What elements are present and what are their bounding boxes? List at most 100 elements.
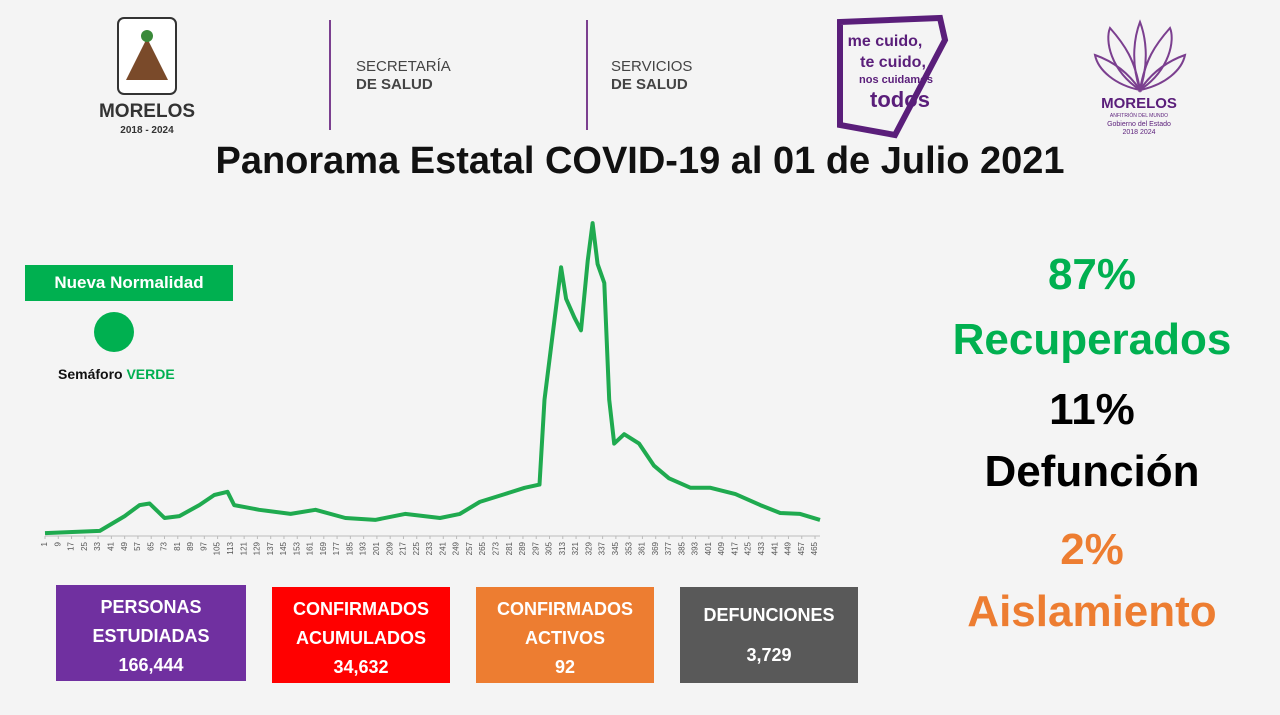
x-tick-label: 281 [505,541,514,555]
x-tick-label: 353 [624,541,633,555]
x-tick-label: 9 [53,541,62,546]
x-tick-label: 185 [345,541,354,555]
logo-text: SERVICIOS [611,58,692,75]
semaforo-color: VERDE [126,366,175,382]
semaforo-label: Semáforo [58,366,123,382]
logo-text: Gobierno del Estado [1107,121,1171,128]
x-tick-label: 265 [478,541,487,555]
logo-text: 2018 2024 [1122,129,1155,136]
logo-text: SECRETARÍA [356,58,451,75]
x-tick-label: 129 [253,541,262,555]
stat-value: 11% [1049,385,1135,434]
x-tick-label: 273 [492,541,501,555]
x-tick-label: 169 [319,541,328,555]
x-tick-label: 225 [412,541,421,555]
x-tick-label: 409 [717,541,726,555]
x-tick-label: 209 [385,541,394,555]
line-series [44,221,821,536]
x-tick-label: 393 [691,541,700,555]
x-tick-label: 73 [160,541,169,550]
x-tick-label: 113 [226,541,235,554]
x-tick-label: 329 [584,541,593,555]
x-tick-label: 321 [571,541,580,555]
title: Panorama Estatal COVID-19 al 01 de Julio… [215,140,1065,182]
x-tick-label: 337 [598,541,607,555]
logo-text: ANFITRIÓN DEL MUNDO [1110,112,1168,119]
logo-text: todos [870,87,930,112]
box-label: PERSONAS ESTUDIADAS [92,597,210,646]
x-tick-label: 121 [239,541,248,555]
x-tick-label: 233 [425,541,434,555]
box-value: 92 [554,657,576,677]
x-tick-label: 97 [199,541,208,550]
stat-value: 2% [1060,525,1124,574]
x-tick-label: 81 [173,541,182,550]
x-tick-label: 105 [213,541,222,555]
stat-box: PERSONAS ESTUDIADAS 166,444 [56,585,246,681]
x-tick-label: 297 [531,541,540,555]
x-tick-label: 401 [704,541,713,555]
logo-frame [837,14,949,139]
x-tick-label: 449 [784,541,793,555]
x-tick-label: 145 [279,541,288,555]
logo-text: DE SALUD [611,76,688,93]
x-tick-label: 369 [651,541,660,555]
x-tick-label: 377 [664,541,673,555]
logo-text: MORELOS [1101,95,1177,112]
logo-text: MORELOS [99,101,195,122]
x-tick-label: 25 [80,541,89,550]
x-tick-label: 305 [545,541,554,555]
x-tick-label: 177 [332,541,341,555]
x-tick-label: 417 [730,541,739,555]
box-value: 34,632 [333,657,389,677]
stat-label: Defunción [984,447,1200,496]
x-tick-label: 65 [146,541,155,550]
stat-box: DEFUNCIONES 3,729 [680,587,858,683]
x-tick-label: 153 [292,541,301,555]
x-tick-label: 361 [638,541,647,555]
semaforo-light [94,312,134,352]
x-tick-label: 17 [67,541,76,550]
x-tick-label: 161 [306,541,315,555]
x-tick-label: 241 [438,541,447,555]
x-tick-label: 1 [40,541,49,546]
x-tick-label: 441 [770,541,779,555]
x-tick-label: 385 [677,541,686,555]
logo-text: te cuido, [860,54,926,71]
x-tick-label: 457 [797,541,806,555]
x-tick-label: 217 [399,541,408,555]
x-tick-label: 465 [810,541,819,555]
box-label: CONFIRMADOS ACUMULADOS [293,599,429,648]
logo-text: 2018 - 2024 [120,125,174,136]
stat-label: Recuperados [952,315,1232,364]
x-tick-label: 137 [266,541,275,555]
logo-text: me cuido, [848,33,923,50]
logo-text: nos cuidamos [859,74,933,86]
x-tick-label: 249 [452,541,461,555]
box-value: 166,444 [118,655,184,675]
logo-shield [117,17,177,95]
box-value: 3,729 [746,645,792,665]
x-tick-label: 425 [744,541,753,555]
x-tick-label: 201 [372,541,381,555]
x-tick-label: 33 [93,541,102,550]
status-badge: Nueva Normalidad [25,265,233,301]
stat-label: Aislamiento [967,587,1217,636]
box-label: DEFUNCIONES [703,605,835,625]
x-tick-label: 289 [518,541,527,555]
x-tick-label: 313 [558,541,567,555]
logo-lotus [1093,19,1187,94]
x-tick-label: 433 [757,541,766,555]
x-tick-label: 89 [186,541,195,550]
logo-text: DE SALUD [356,76,433,93]
stat-box: CONFIRMADOS ACTIVOS 92 [476,587,654,683]
box-label: CONFIRMADOS ACTIVOS [497,599,633,648]
x-tick-label: 193 [359,541,368,555]
x-tick-label: 257 [465,541,474,555]
x-tick-label: 41 [106,541,115,550]
x-tick-label: 49 [120,541,129,550]
x-tick-label: 345 [611,541,620,555]
